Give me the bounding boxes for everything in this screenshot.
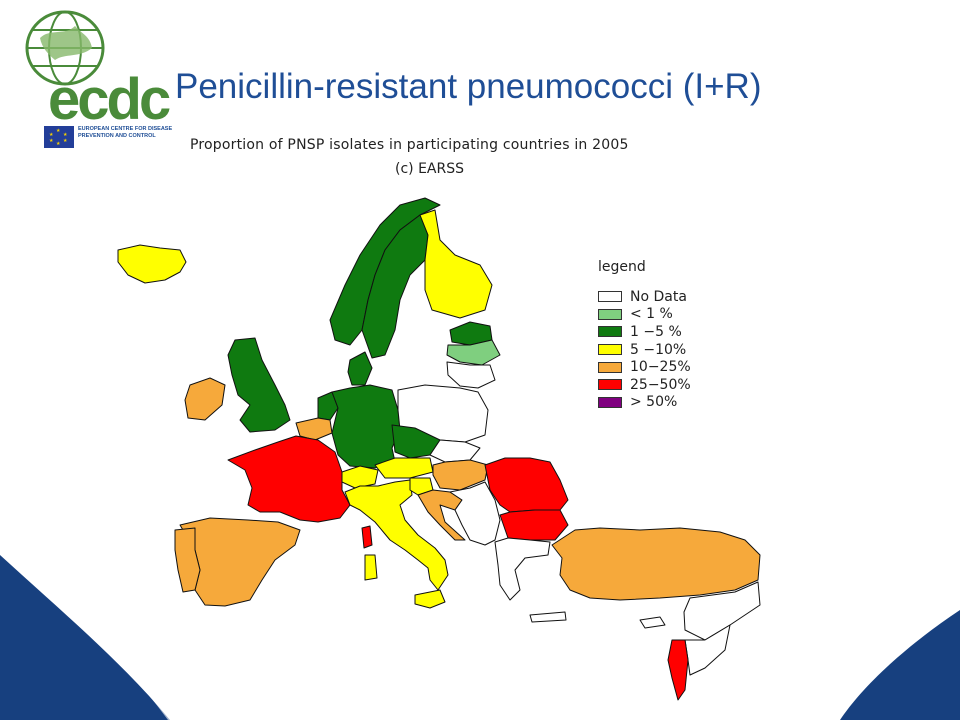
map-credit: (c) EARSS bbox=[395, 161, 464, 177]
legend-item: No Data bbox=[598, 288, 738, 306]
legend-item: 10−25% bbox=[598, 358, 738, 376]
legend-item: 5 −10% bbox=[598, 341, 738, 359]
legend-label: 1 −5 % bbox=[630, 323, 682, 340]
legend-swatch bbox=[598, 291, 622, 303]
ecdc-logo: ecdc ★ ★ ★ ★ ★ ★ EUROPEAN CENTRE FOR DISEASE… bbox=[10, 8, 172, 148]
globe-icon bbox=[25, 10, 105, 86]
country-ireland bbox=[184, 377, 226, 421]
logo-subtitle: EUROPEAN CENTRE FOR DISEASE PREVENTION A… bbox=[78, 126, 173, 139]
country-iceland bbox=[117, 244, 187, 284]
country-france bbox=[227, 435, 351, 523]
legend-item: 1 −5 % bbox=[598, 323, 738, 341]
country-corsica bbox=[361, 525, 373, 549]
country-bulgaria bbox=[499, 509, 569, 541]
legend-swatch bbox=[598, 326, 622, 338]
country-israel bbox=[667, 639, 689, 701]
country-crete bbox=[529, 611, 567, 623]
legend-label: 5 −10% bbox=[630, 341, 687, 358]
country-romania bbox=[484, 457, 569, 513]
logo-wordmark: ecdc bbox=[48, 67, 171, 132]
country-denmark bbox=[347, 351, 373, 386]
legend-item: > 50% bbox=[598, 394, 738, 412]
country-jordan bbox=[684, 624, 731, 676]
legend-label: 25−50% bbox=[630, 376, 691, 393]
country-switzerland bbox=[341, 465, 379, 489]
country-croatia bbox=[417, 489, 466, 541]
legend-label: > 50% bbox=[630, 394, 678, 411]
country-cyprus bbox=[639, 616, 666, 629]
country-italy bbox=[344, 479, 449, 591]
country-netherlands bbox=[317, 391, 339, 421]
legend-label: 10−25% bbox=[630, 359, 691, 376]
country-uk bbox=[227, 337, 291, 433]
country-hungary bbox=[432, 459, 489, 491]
country-portugal bbox=[174, 527, 201, 593]
map-title: Proportion of PNSP isolates in participa… bbox=[190, 137, 629, 153]
legend-item: 25−50% bbox=[598, 376, 738, 394]
country-sicily bbox=[414, 589, 446, 609]
country-austria bbox=[374, 457, 434, 479]
slide-title: Penicillin-resistant pneumococci (I+R) bbox=[175, 67, 762, 106]
country-balkans bbox=[449, 481, 501, 546]
country-germany bbox=[331, 384, 401, 469]
map-legend: legend No Data < 1 % 1 −5 % 5 −10% 10−25% 25−… bbox=[598, 258, 738, 411]
legend-swatch bbox=[598, 308, 622, 320]
country-greece bbox=[494, 537, 551, 601]
country-lithuania bbox=[446, 361, 496, 389]
country-finland bbox=[419, 209, 493, 319]
legend-swatch bbox=[598, 379, 622, 391]
legend-label: < 1 % bbox=[630, 306, 673, 323]
legend-swatch bbox=[598, 361, 622, 373]
legend-label: No Data bbox=[630, 288, 687, 305]
europe-map bbox=[117, 197, 761, 701]
legend-item: < 1 % bbox=[598, 306, 738, 324]
country-latvia bbox=[446, 339, 501, 366]
country-turkey bbox=[551, 527, 761, 601]
legend-swatch bbox=[598, 396, 622, 408]
country-slovakia bbox=[429, 439, 481, 463]
country-sardinia bbox=[364, 554, 378, 581]
legend-title: legend bbox=[598, 259, 646, 275]
legend-swatch bbox=[598, 344, 622, 356]
eu-flag-icon: ★ ★ ★ ★ ★ ★ bbox=[44, 126, 74, 148]
